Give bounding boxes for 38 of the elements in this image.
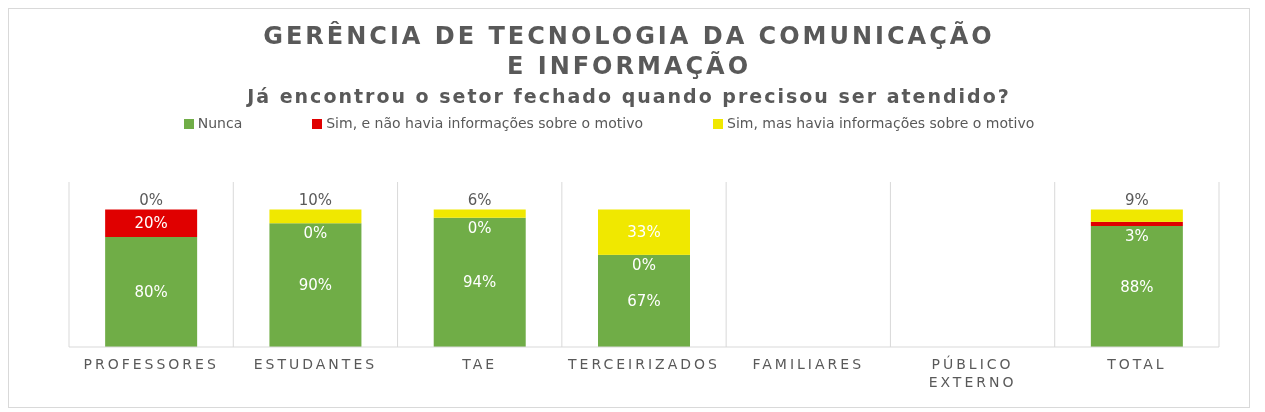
data-label: 20% xyxy=(134,214,168,233)
chart-title: GERÊNCIA DE TECNOLOGIA DA COMUNICAÇÃO E INFORMAÇÃO xyxy=(262,21,996,81)
bar xyxy=(598,254,690,347)
bar xyxy=(598,209,690,255)
legend-label: Sim, mas havia informações sobre o motivo xyxy=(727,115,1035,131)
bar xyxy=(433,209,526,218)
x-tick-label: PROFESSORES xyxy=(83,356,219,372)
data-label: 67% xyxy=(627,291,661,310)
data-label: 9% xyxy=(1124,190,1149,209)
data-label: 94% xyxy=(463,273,497,292)
x-tick-label: PÚBLICO EXTERNO xyxy=(928,355,1017,390)
bar xyxy=(105,209,198,237)
data-label: 0% xyxy=(632,255,656,274)
bar xyxy=(433,217,526,347)
x-tick-label: TOTAL xyxy=(1106,356,1167,372)
data-label: 0% xyxy=(303,224,328,243)
data-label: 3% xyxy=(1124,227,1149,245)
chart-subtitle: Já encontrou o setor fechado quando precisou ser atendido? xyxy=(245,85,1012,107)
x-tick-label: TERCEIRIZADOS xyxy=(567,356,720,372)
bar xyxy=(269,223,362,347)
data-label: 0% xyxy=(467,218,492,237)
data-label: 90% xyxy=(298,276,333,295)
bar xyxy=(1090,209,1183,222)
data-label: 80% xyxy=(134,283,168,301)
data-label: 0% xyxy=(139,190,164,209)
x-tick-label: ESTUDANTES xyxy=(253,356,378,372)
data-label: 6% xyxy=(467,190,492,209)
legend-label: Sim, e não havia informações sobre o motivo xyxy=(326,115,644,131)
x-tick-label: TAE xyxy=(461,356,498,372)
bar xyxy=(1090,221,1183,226)
data-label: 10% xyxy=(298,190,333,209)
bar xyxy=(269,209,362,224)
data-label: 33% xyxy=(627,223,661,242)
legend-label: Nunca xyxy=(197,115,243,131)
data-label: 88% xyxy=(1120,277,1154,296)
bar xyxy=(1090,226,1183,347)
x-tick-label: FAMILIARES xyxy=(752,356,865,372)
bar xyxy=(105,237,198,347)
